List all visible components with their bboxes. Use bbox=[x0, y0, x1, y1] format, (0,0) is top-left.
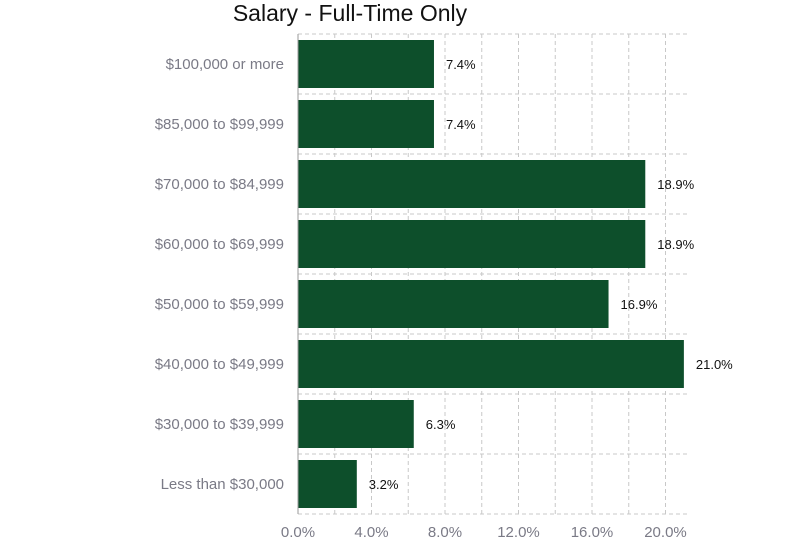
value-label: 3.2% bbox=[369, 477, 399, 492]
category-labels: $100,000 or more $85,000 to $99,999 $70,00… bbox=[155, 56, 284, 493]
x-tick-label: 12.0% bbox=[497, 524, 540, 541]
x-tick-label: 0.0% bbox=[281, 524, 315, 541]
category-label: $100,000 or more bbox=[166, 56, 284, 73]
category-label: $30,000 to $39,999 bbox=[155, 416, 284, 433]
x-tick-label: 8.0% bbox=[428, 524, 462, 541]
chart-title: Salary - Full-Time Only bbox=[232, 0, 468, 26]
value-label: 21.0% bbox=[696, 357, 733, 372]
category-label: Less than $30,000 bbox=[161, 476, 284, 493]
category-label: $70,000 to $84,999 bbox=[155, 176, 284, 193]
value-label: 6.3% bbox=[426, 417, 456, 432]
value-label: 16.9% bbox=[621, 297, 658, 312]
bar bbox=[298, 460, 357, 508]
value-labels: 7.4% 7.4% 18.9% 18.9% 16.9% 21.0% 6.3% 3.2% bbox=[369, 57, 733, 492]
bar bbox=[298, 400, 414, 448]
bars bbox=[298, 40, 684, 508]
x-tick-label: 16.0% bbox=[571, 524, 614, 541]
value-label: 7.4% bbox=[446, 57, 476, 72]
value-label: 18.9% bbox=[657, 237, 694, 252]
x-axis: 0.0% 4.0% 8.0% 12.0% 16.0% 20.0% bbox=[281, 34, 687, 541]
category-label: $40,000 to $49,999 bbox=[155, 356, 284, 373]
bar bbox=[298, 340, 684, 388]
x-tick-label: 4.0% bbox=[354, 524, 388, 541]
category-label: $60,000 to $69,999 bbox=[155, 236, 284, 253]
category-label: $85,000 to $99,999 bbox=[155, 116, 284, 133]
value-label: 7.4% bbox=[446, 117, 476, 132]
category-label: $50,000 to $59,999 bbox=[155, 296, 284, 313]
bar bbox=[298, 40, 434, 88]
bar bbox=[298, 220, 646, 268]
x-tick-label: 20.0% bbox=[644, 524, 687, 541]
bar bbox=[298, 100, 434, 148]
bar bbox=[298, 160, 646, 208]
bar bbox=[298, 280, 609, 328]
value-label: 18.9% bbox=[657, 177, 694, 192]
